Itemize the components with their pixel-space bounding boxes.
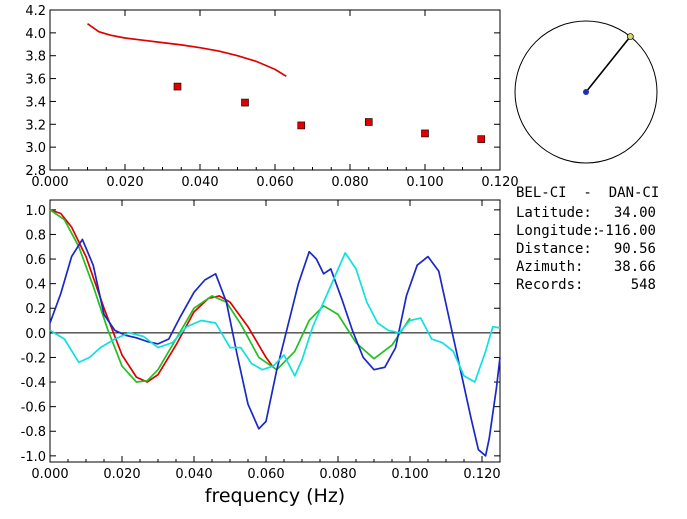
dispersion-plot-frame <box>49 9 501 171</box>
y-tick-label: 4.2 <box>25 4 46 19</box>
y-tick-label: 0.2 <box>25 302 46 317</box>
y-tick-label: 1.0 <box>25 204 46 219</box>
info-label: Latitude: <box>516 205 592 221</box>
series-line-0 <box>49 208 274 383</box>
data-point-marker <box>173 82 182 91</box>
y-tick-label: 0.6 <box>25 253 46 268</box>
dispersion-series <box>87 23 486 143</box>
y-tick-label: -0.8 <box>21 425 46 440</box>
azimuth-tip-dot <box>627 33 634 40</box>
info-value: -116.00 <box>597 223 656 239</box>
x-tick-label: 0.020 <box>106 175 143 190</box>
x-tick-label: 0.040 <box>181 175 218 190</box>
x-tick-label: 0.100 <box>391 467 428 482</box>
info-label: Distance: <box>516 241 592 257</box>
y-tick-label: 0.0 <box>25 327 46 342</box>
series-line-3 <box>49 252 501 383</box>
x-tick-label: 0.120 <box>463 467 500 482</box>
correlation-panel: 0.000 0.020 0.040 0.060 0.080 0.100 0.120 -1.0 -… <box>21 199 501 507</box>
x-tick-label: 0.000 <box>31 175 68 190</box>
data-point-marker <box>421 129 429 138</box>
x-tick-label: 0.080 <box>319 467 356 482</box>
correlation-series <box>49 208 501 457</box>
y-tick-label: 3.0 <box>25 141 46 156</box>
x-tick-label: 0.100 <box>406 175 443 190</box>
y-tick-label: 0.4 <box>25 278 46 293</box>
y-tick-label: 2.8 <box>25 164 46 179</box>
y-tick-label: -0.6 <box>21 401 46 416</box>
x-tick-label: 0.080 <box>331 175 368 190</box>
y-tick-label: 3.8 <box>25 50 46 65</box>
y-tick-label: 3.2 <box>25 118 46 133</box>
station-info-rows: Latitude: 34.00 Longitude:-116.00 Distance:… <box>516 205 656 293</box>
x-tick-label: 0.040 <box>175 467 212 482</box>
y-tick-label: 3.4 <box>25 95 46 110</box>
y-tick-label: -0.4 <box>21 376 46 391</box>
y-tick-label: -1.0 <box>21 450 46 465</box>
dispersion-axis-ticks: 0.000 0.020 0.040 0.060 0.080 0.100 0.120 2.8 3.… <box>25 4 518 190</box>
azimuth-needle <box>585 36 631 93</box>
series-line-1 <box>49 209 411 383</box>
series-line-0 <box>87 23 287 78</box>
series-line-2 <box>49 238 501 457</box>
data-point-marker <box>297 121 306 130</box>
y-tick-label: -0.2 <box>21 351 46 366</box>
info-value: 38.66 <box>614 259 656 275</box>
station-pair: BEL-CI - DAN-CI <box>516 185 659 201</box>
info-value: 90.56 <box>614 241 656 257</box>
x-tick-label: 0.060 <box>247 467 284 482</box>
data-point-marker <box>364 118 373 126</box>
compass-center-dot <box>583 89 589 95</box>
info-label: Longitude: <box>516 223 600 239</box>
azimuth-compass <box>514 20 658 164</box>
x-tick-label: 0.020 <box>103 467 140 482</box>
x-tick-label: 0.000 <box>31 467 68 482</box>
y-tick-label: 4.0 <box>25 27 46 42</box>
station-info: BEL-CI - DAN-CI Latitude: 34.00 Longitude:… <box>516 185 659 293</box>
x-axis-title: frequency (Hz) <box>205 485 345 507</box>
x-tick-label: 0.060 <box>256 175 293 190</box>
info-value: 34.00 <box>614 205 656 221</box>
x-tick-label: 0.120 <box>481 175 518 190</box>
info-label: Records: <box>516 277 583 293</box>
info-value: 548 <box>631 277 656 293</box>
dispersion-panel: 0.000 0.020 0.040 0.060 0.080 0.100 0.120 2.8 3.… <box>25 4 518 190</box>
y-tick-label: 3.6 <box>25 73 46 88</box>
data-point-marker <box>241 98 249 107</box>
data-point-marker <box>477 135 486 143</box>
compass-circle <box>514 20 658 164</box>
info-label: Azimuth: <box>516 259 583 275</box>
y-tick-label: 0.8 <box>25 228 46 243</box>
correlation-axis-ticks: 0.000 0.020 0.040 0.060 0.080 0.100 0.120 -1.0 -… <box>21 200 501 482</box>
